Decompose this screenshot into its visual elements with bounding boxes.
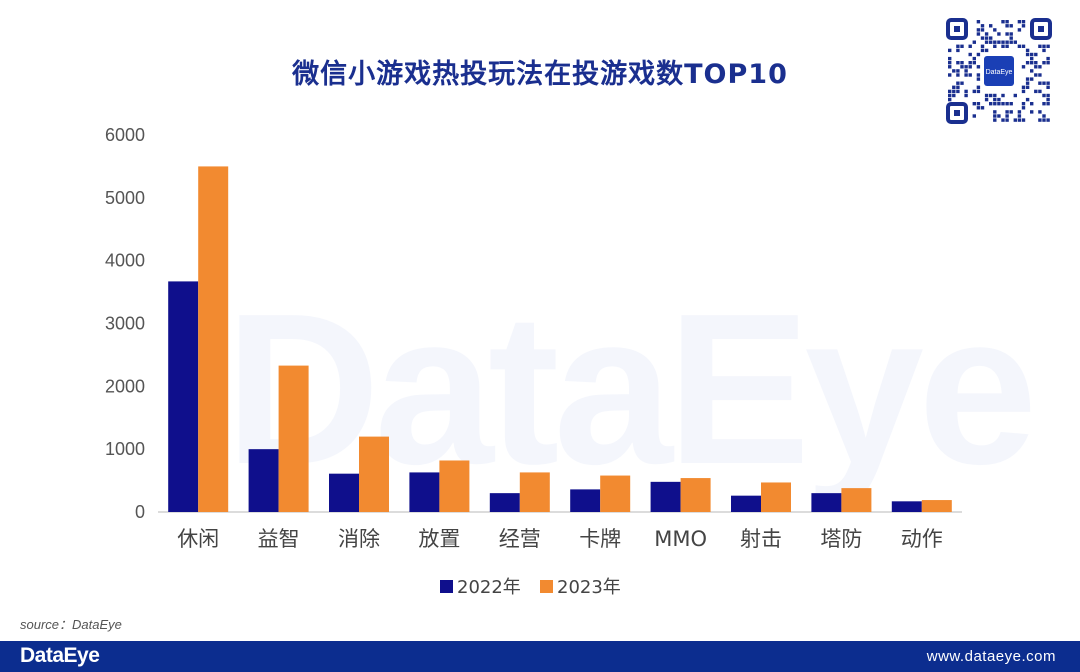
x-tick-label: 放置 [418, 527, 460, 551]
bar-2022 [409, 472, 440, 512]
bar-2023 [761, 482, 791, 512]
x-tick-label: MMO [654, 527, 707, 551]
y-tick-label: 2000 [105, 376, 145, 396]
y-tick-label: 0 [135, 502, 145, 522]
x-tick-label: 塔防 [820, 527, 862, 551]
legend-label: 2022年 [457, 577, 521, 598]
y-tick-label: 5000 [105, 188, 145, 208]
bar-2023 [359, 436, 389, 512]
qr-center-label: DataEye [986, 69, 1013, 76]
bar-2023 [680, 478, 711, 512]
bar-2022 [731, 495, 761, 512]
bar-2023 [921, 500, 952, 512]
y-tick-label: 4000 [105, 251, 145, 271]
bar-2022 [168, 281, 199, 512]
bar-2023 [198, 166, 229, 512]
x-tick-label: 益智 [258, 527, 300, 551]
bar-2023 [278, 365, 309, 512]
bar-2023 [841, 488, 872, 512]
y-tick-label: 1000 [105, 439, 145, 459]
legend-swatch [540, 580, 553, 593]
y-tick-label: 3000 [105, 314, 145, 334]
source-note: source：DataEye [20, 617, 122, 632]
legend-swatch [440, 580, 453, 593]
bar-2022 [811, 493, 842, 512]
bar-2023 [600, 475, 631, 512]
bar-2022 [329, 473, 359, 512]
y-tick-label: 6000 [105, 125, 145, 145]
legend-label: 2023年 [557, 577, 621, 598]
x-tick-label: 经营 [499, 527, 541, 551]
footer-url[interactable]: www.dataeye.com [926, 648, 1056, 665]
bar-chart: 0 1000 2000 3000 4000 5000 6000 休闲 益智 消除 放置 经营 卡牌 MMO… [105, 125, 962, 598]
x-tick-label: 卡牌 [579, 527, 621, 551]
bar-2022 [650, 481, 681, 512]
x-tick-label: 消除 [338, 527, 380, 551]
footer-bar: DataEye www.dataeye.com [0, 641, 1080, 672]
bar-2022 [248, 449, 279, 512]
bar-2022 [489, 493, 520, 512]
bar-2022 [891, 501, 922, 512]
x-tick-label: 射击 [740, 527, 782, 551]
footer-brand: DataEye [20, 644, 100, 667]
bar-2023 [519, 472, 550, 512]
bar-2022 [570, 489, 601, 512]
bar-2023 [439, 460, 470, 512]
x-tick-label: 动作 [901, 527, 943, 551]
qr-code-icon: DataEye [944, 16, 1054, 126]
x-tick-label: 休闲 [177, 527, 219, 551]
chart-title: 微信小游戏热投玩法在投游戏数TOP10 [292, 59, 788, 90]
